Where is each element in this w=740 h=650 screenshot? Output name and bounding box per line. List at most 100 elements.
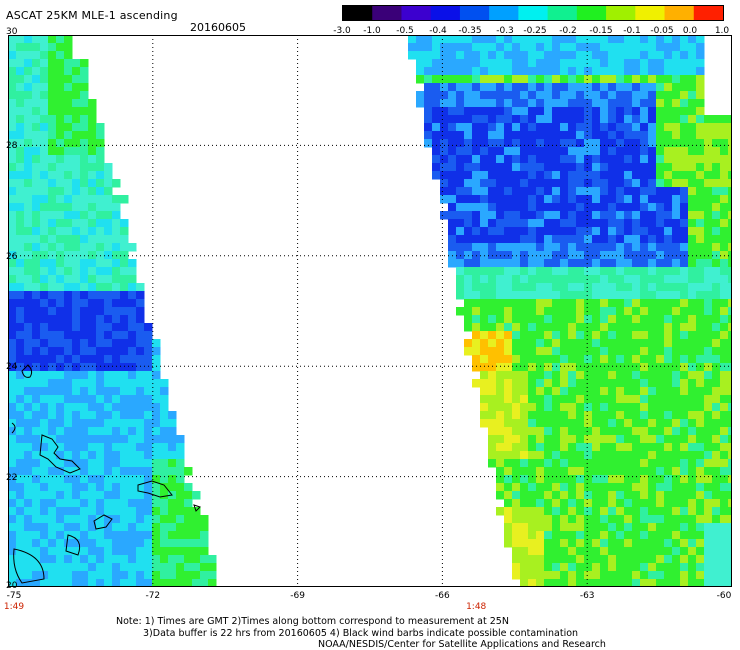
- wind-cell: [640, 203, 649, 212]
- wind-cell: [640, 467, 649, 476]
- wind-cell: [544, 339, 553, 348]
- wind-cell: [608, 163, 617, 172]
- wind-cell: [80, 291, 89, 300]
- wind-cell: [416, 91, 425, 100]
- wind-cell: [656, 579, 665, 587]
- wind-cell: [144, 467, 153, 476]
- wind-cell: [72, 363, 81, 372]
- wind-cell: [480, 59, 489, 68]
- wind-cell: [440, 171, 449, 180]
- wind-cell: [672, 115, 681, 124]
- wind-cell: [648, 195, 657, 204]
- wind-cell: [720, 531, 729, 540]
- wind-cell: [624, 483, 633, 492]
- wind-cell: [480, 227, 489, 236]
- wind-cell: [64, 419, 73, 428]
- wind-cell: [144, 427, 153, 436]
- wind-cell: [536, 171, 545, 180]
- wind-cell: [72, 123, 81, 132]
- wind-cell: [696, 315, 705, 324]
- wind-cell: [96, 211, 105, 220]
- wind-cell: [72, 427, 81, 436]
- wind-cell: [640, 195, 649, 204]
- wind-cell: [48, 83, 57, 92]
- wind-cell: [560, 363, 569, 372]
- wind-cell: [440, 147, 449, 156]
- wind-cell: [160, 531, 169, 540]
- wind-cell: [544, 283, 553, 292]
- wind-cell: [440, 35, 449, 44]
- wind-cell: [560, 179, 569, 188]
- wind-cell: [648, 147, 657, 156]
- wind-cell: [32, 43, 41, 52]
- wind-cell: [568, 307, 577, 316]
- wind-cell: [8, 307, 17, 316]
- wind-cell: [96, 579, 105, 587]
- wind-cell: [672, 403, 681, 412]
- wind-cell: [40, 283, 49, 292]
- wind-cell: [128, 499, 137, 508]
- wind-cell: [600, 155, 609, 164]
- wind-cell: [704, 571, 713, 580]
- wind-cell: [688, 459, 697, 468]
- wind-cell: [456, 155, 465, 164]
- wind-cell: [696, 339, 705, 348]
- wind-cell: [712, 243, 721, 252]
- wind-cell: [680, 211, 689, 220]
- wind-cell: [704, 211, 713, 220]
- wind-cell: [640, 371, 649, 380]
- wind-cell: [696, 523, 705, 532]
- wind-cell: [24, 379, 33, 388]
- wind-cell: [8, 259, 17, 268]
- colorbar-label: -0.3: [496, 26, 514, 36]
- wind-cell: [536, 147, 545, 156]
- wind-cell: [616, 155, 625, 164]
- wind-cell: [720, 171, 729, 180]
- wind-cell: [16, 131, 25, 140]
- wind-cell: [704, 475, 713, 484]
- wind-cell: [72, 315, 81, 324]
- wind-cell: [672, 99, 681, 108]
- wind-cell: [688, 467, 697, 476]
- wind-cell: [480, 195, 489, 204]
- wind-cell: [24, 227, 33, 236]
- wind-cell: [512, 403, 521, 412]
- wind-cell: [96, 491, 105, 500]
- wind-cell: [576, 299, 585, 308]
- wind-cell: [632, 395, 641, 404]
- wind-cell: [584, 179, 593, 188]
- wind-cell: [568, 51, 577, 60]
- wind-cell: [728, 171, 732, 180]
- wind-cell: [592, 107, 601, 116]
- wind-cell: [24, 579, 33, 587]
- wind-cell: [632, 539, 641, 548]
- wind-cell: [568, 539, 577, 548]
- wind-cell: [512, 211, 521, 220]
- wind-cell: [720, 419, 729, 428]
- wind-cell: [112, 371, 121, 380]
- wind-cell: [16, 267, 25, 276]
- wind-cell: [592, 547, 601, 556]
- wind-cell: [616, 347, 625, 356]
- wind-cell: [672, 323, 681, 332]
- wind-cell: [136, 571, 145, 580]
- wind-cell: [536, 555, 545, 564]
- colorbar-label: -0.35: [458, 26, 482, 36]
- wind-cell: [568, 451, 577, 460]
- wind-cell: [728, 539, 732, 548]
- wind-cell: [672, 283, 681, 292]
- wind-cell: [456, 35, 465, 44]
- wind-cell: [552, 131, 561, 140]
- wind-cell: [600, 123, 609, 132]
- wind-cell: [712, 275, 721, 284]
- wind-cell: [688, 531, 697, 540]
- wind-cell: [72, 547, 81, 556]
- wind-cell: [424, 99, 433, 108]
- wind-cell: [40, 91, 49, 100]
- wind-cell: [496, 59, 505, 68]
- wind-cell: [616, 323, 625, 332]
- wind-cell: [632, 459, 641, 468]
- wind-cell: [568, 147, 577, 156]
- wind-cell: [120, 443, 129, 452]
- wind-cell: [528, 515, 537, 524]
